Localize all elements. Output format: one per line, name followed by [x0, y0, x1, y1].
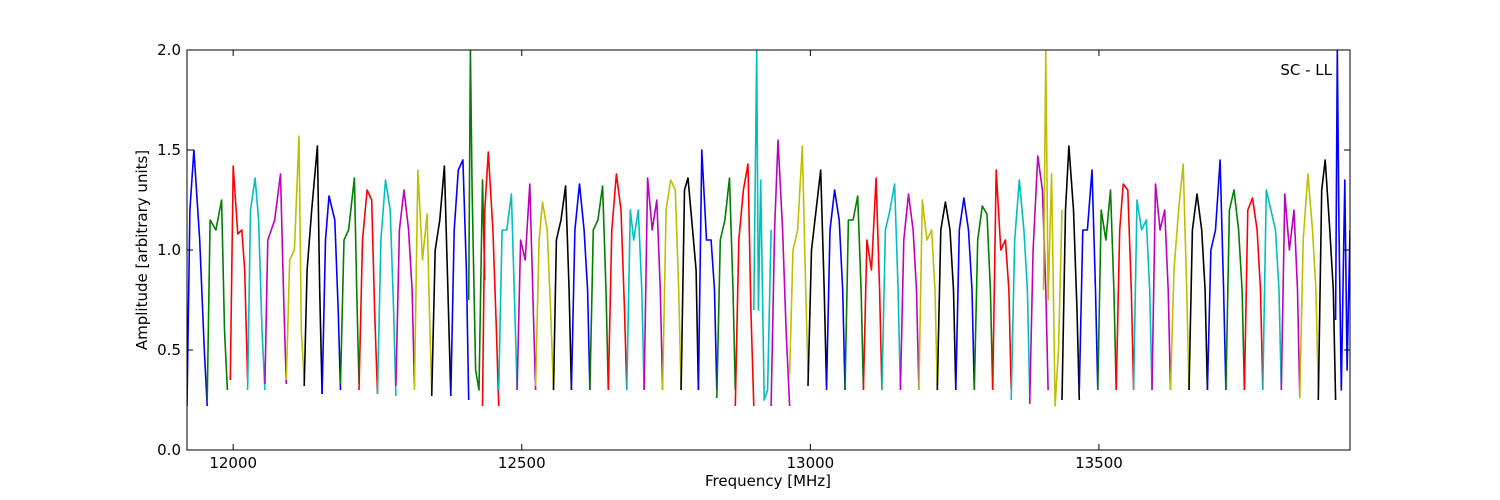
series-line-51: [1097, 189, 1117, 391]
series-line-50: [1078, 169, 1099, 391]
y-tick-label-2: 0.5: [157, 341, 181, 359]
series-line-64: [1334, 50, 1350, 391]
x-tick-label-4: 13500: [1075, 454, 1123, 472]
series-line-59: [1243, 197, 1264, 391]
series-line-52: [1115, 183, 1135, 391]
series-line-11: [376, 179, 397, 397]
series-line-14: [430, 165, 452, 397]
y-tick-label-1: 0.0: [157, 441, 181, 459]
series-line-16: [467, 50, 486, 391]
series-line-21: [552, 185, 573, 391]
series-line-48: [1042, 50, 1063, 407]
series-line-7: [303, 145, 323, 395]
series-line-3: [229, 165, 249, 381]
series-line-17: [481, 151, 500, 407]
series-line-53: [1132, 199, 1153, 391]
series-line-37: [844, 195, 865, 391]
series-line-40: [899, 193, 920, 391]
series-line-44: [973, 205, 994, 391]
y-axis-label: Amplitude [arbitrary units]: [133, 150, 151, 350]
series-line-18: [497, 193, 518, 391]
series-line-36: [825, 189, 846, 391]
series-line-1: [187, 149, 208, 407]
x-axis-label: Frequency [MHz]: [705, 472, 831, 490]
series-line-33: [770, 139, 791, 407]
x-tick-label-1: 12000: [209, 454, 257, 472]
series-line-12: [395, 189, 416, 387]
series-line-39: [881, 183, 902, 391]
series-line-38: [862, 177, 883, 391]
series-line-4: [246, 177, 266, 391]
series-line-49: [1061, 145, 1081, 401]
series-line-43: [955, 197, 976, 391]
series-line-54: [1151, 183, 1172, 391]
series-line-30: [716, 177, 737, 399]
series-line-42: [936, 201, 957, 391]
series-line-61: [1280, 193, 1301, 399]
series-line-6: [285, 135, 305, 381]
series-line-46: [1010, 179, 1031, 401]
y-tick-label-3: 1.0: [157, 241, 181, 259]
series-line-29: [697, 149, 718, 391]
series-line-10: [358, 189, 379, 395]
series-line-57: [1206, 159, 1227, 391]
series-line-62: [1299, 173, 1320, 399]
x-tick-label-2: 12500: [498, 454, 546, 472]
series-line-34: [788, 145, 809, 375]
channel-annotation: SC - LL: [1280, 61, 1332, 79]
series-line-47: [1028, 155, 1049, 405]
series-line-26: [643, 177, 664, 391]
series-line-2: [206, 199, 229, 401]
series-line-9: [339, 177, 360, 385]
series-line-22: [570, 183, 591, 391]
series-line-13: [413, 169, 433, 391]
series-line-31: [734, 163, 755, 407]
series-line-35: [807, 169, 828, 387]
series-line-55: [1169, 163, 1190, 391]
series-line-20: [534, 201, 555, 391]
series-line-5: [264, 173, 288, 385]
series-line-56: [1188, 193, 1209, 391]
series-line-27: [661, 179, 682, 391]
series-line-32: [753, 50, 772, 401]
series-line-60: [1262, 189, 1283, 391]
series-line-19: [516, 183, 537, 391]
series-line-24: [607, 173, 628, 391]
x-tick-label-3: 13000: [786, 454, 834, 472]
series-line-41: [918, 199, 939, 391]
series-line-28: [680, 177, 700, 391]
series-line-58: [1225, 189, 1246, 391]
ticks-layer: 12000 12500 13000 13500 0.0 0.5 1.0 1.5 2.0: [157, 41, 1350, 472]
series-line-8: [321, 195, 342, 395]
y-tick-label-5: 2.0: [157, 41, 181, 59]
series-line-25: [626, 209, 645, 391]
y-tick-label-4: 1.5: [157, 141, 181, 159]
series-layer: [187, 50, 1350, 407]
series-line-23: [589, 185, 610, 391]
series-line-63: [1317, 159, 1337, 401]
series-line-15: [450, 159, 470, 401]
series-line-45: [991, 169, 1012, 391]
